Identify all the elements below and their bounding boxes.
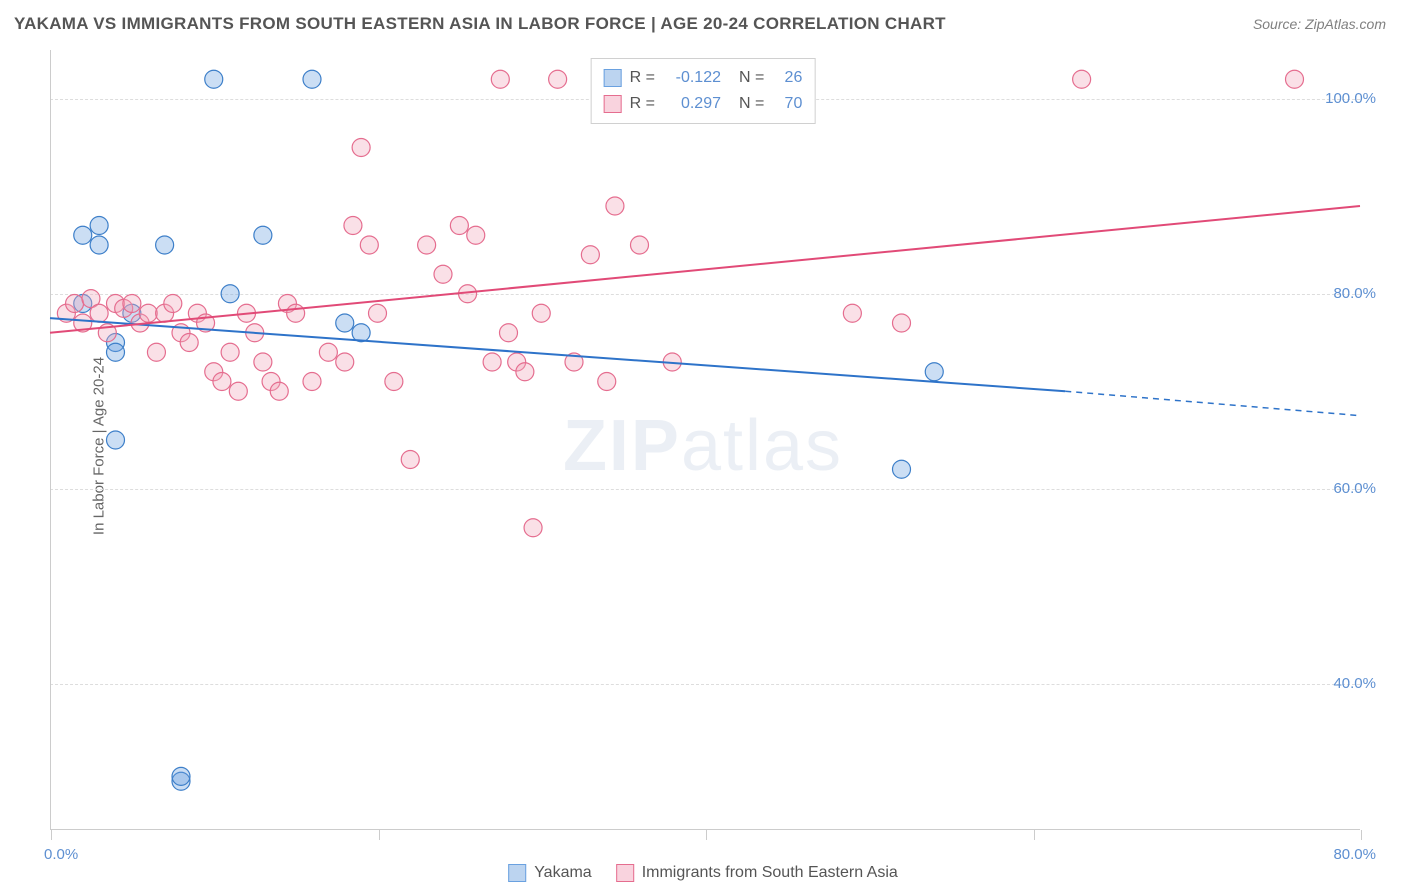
series-legend: Yakama Immigrants from South Eastern Asi…	[508, 864, 898, 882]
data-point	[221, 285, 239, 303]
legend-item-yakama: Yakama	[508, 864, 592, 882]
data-point	[229, 382, 247, 400]
data-point	[369, 304, 387, 322]
data-point	[352, 139, 370, 157]
y-tick-label: 80.0%	[1333, 285, 1376, 302]
data-point	[66, 295, 84, 313]
legend-item-immigrants: Immigrants from South Eastern Asia	[616, 864, 898, 882]
r-value-yakama: -0.122	[663, 69, 721, 87]
legend-label-yakama: Yakama	[534, 864, 592, 882]
data-point	[123, 295, 141, 313]
data-point	[467, 226, 485, 244]
data-point	[516, 363, 534, 381]
swatch-yakama-bottom	[508, 864, 526, 882]
legend-row-immigrants: R = 0.297 N = 70	[604, 91, 803, 117]
r-value-immigrants: 0.297	[663, 95, 721, 113]
correlation-chart: YAKAMA VS IMMIGRANTS FROM SOUTH EASTERN …	[0, 0, 1406, 892]
data-point	[213, 373, 231, 391]
data-point	[90, 217, 108, 235]
data-point	[303, 373, 321, 391]
legend-label-immigrants: Immigrants from South Eastern Asia	[642, 864, 898, 882]
data-point	[524, 519, 542, 537]
y-tick-label: 60.0%	[1333, 480, 1376, 497]
data-point	[74, 226, 92, 244]
r-label: R =	[630, 95, 655, 113]
data-point	[90, 236, 108, 254]
data-point	[164, 295, 182, 313]
trend-line-extrapolated	[1065, 391, 1360, 415]
data-point	[1073, 70, 1091, 88]
correlation-legend: R = -0.122 N = 26 R = 0.297 N = 70	[591, 58, 816, 124]
n-label: N =	[739, 95, 764, 113]
data-point	[893, 460, 911, 478]
data-point	[925, 363, 943, 381]
data-point	[532, 304, 550, 322]
data-point	[344, 217, 362, 235]
data-point	[434, 265, 452, 283]
data-point	[303, 70, 321, 88]
data-point	[156, 236, 174, 254]
data-point	[893, 314, 911, 332]
legend-row-yakama: R = -0.122 N = 26	[604, 65, 803, 91]
chart-title: YAKAMA VS IMMIGRANTS FROM SOUTH EASTERN …	[14, 14, 946, 34]
data-point	[180, 334, 198, 352]
data-point	[598, 373, 616, 391]
data-point	[401, 451, 419, 469]
data-point	[221, 343, 239, 361]
data-point	[90, 304, 108, 322]
data-point	[418, 236, 436, 254]
x-tick-label: 80.0%	[1333, 846, 1376, 863]
n-value-yakama: 26	[772, 69, 802, 87]
data-point	[172, 767, 190, 785]
data-point	[360, 236, 378, 254]
data-point	[606, 197, 624, 215]
data-point	[352, 324, 370, 342]
data-point	[254, 226, 272, 244]
data-point	[483, 353, 501, 371]
trend-line	[50, 206, 1360, 333]
source-attribution: Source: ZipAtlas.com	[1253, 16, 1386, 32]
data-point	[147, 343, 165, 361]
data-point	[581, 246, 599, 264]
data-point	[385, 373, 403, 391]
swatch-immigrants-bottom	[616, 864, 634, 882]
data-point	[287, 304, 305, 322]
trend-line	[50, 318, 1065, 391]
y-tick-label: 40.0%	[1333, 675, 1376, 692]
data-point	[631, 236, 649, 254]
data-point	[107, 343, 125, 361]
data-point	[843, 304, 861, 322]
data-point	[254, 353, 272, 371]
data-point	[319, 343, 337, 361]
data-point	[336, 314, 354, 332]
data-point	[336, 353, 354, 371]
data-point	[450, 217, 468, 235]
data-point	[500, 324, 518, 342]
swatch-immigrants	[604, 95, 622, 113]
data-point	[491, 70, 509, 88]
data-point	[107, 431, 125, 449]
data-point	[270, 382, 288, 400]
y-tick-label: 100.0%	[1325, 90, 1376, 107]
x-tick-label: 0.0%	[44, 846, 78, 863]
data-point	[1286, 70, 1304, 88]
data-point	[549, 70, 567, 88]
n-label: N =	[739, 69, 764, 87]
data-point	[139, 304, 157, 322]
data-point	[205, 70, 223, 88]
scatter-plot-svg	[50, 50, 1360, 830]
swatch-yakama	[604, 69, 622, 87]
n-value-immigrants: 70	[772, 95, 802, 113]
r-label: R =	[630, 69, 655, 87]
